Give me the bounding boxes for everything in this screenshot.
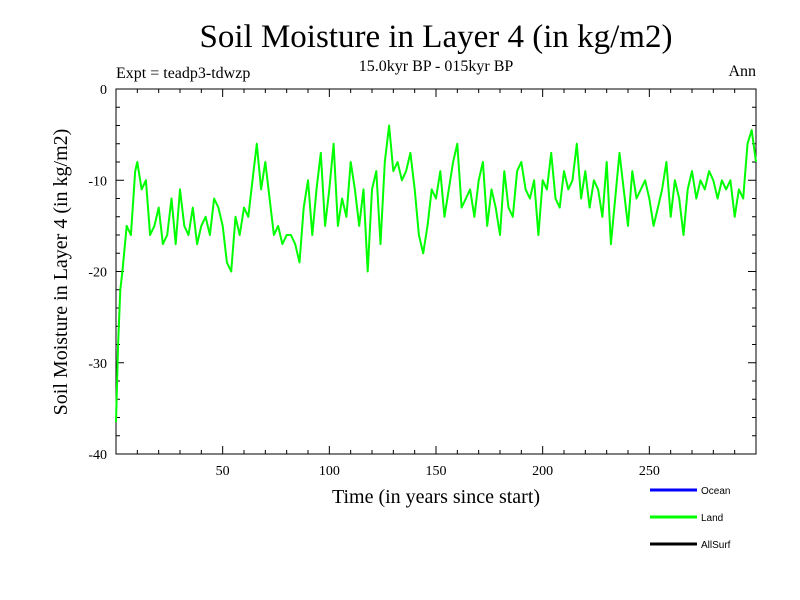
y-tick-label: -30 (88, 357, 107, 372)
x-tick-label: 250 (639, 464, 660, 479)
legend-label-land: Land (701, 513, 723, 524)
chart-title: Soil Moisture in Layer 4 (in kg/m2) (200, 19, 673, 55)
x-axis-label: Time (in years since start) (332, 486, 540, 508)
y-tick-label: 0 (100, 83, 107, 98)
x-tick-label: 200 (532, 464, 553, 479)
y-axis-label: Soil Moisture in Layer 4 (in kg/m2) (50, 129, 72, 416)
y-axis: 0 -10 -20 -30 -40 (88, 83, 756, 463)
y-tick-label: -20 (88, 266, 107, 281)
legend-label-ocean: Ocean (701, 486, 730, 497)
legend-label-allsurf: AllSurf (701, 540, 731, 551)
series-group (115, 124, 757, 423)
y-tick-label: -40 (88, 448, 107, 463)
series-line-land (115, 124, 757, 423)
plot-frame (115, 88, 757, 455)
legend: Ocean Land AllSurf (650, 486, 731, 551)
x-axis: 50 100 150 200 250 (216, 89, 660, 479)
x-tick-label: 100 (319, 464, 340, 479)
y-tick-label: -10 (88, 174, 107, 189)
minor-ticks (116, 89, 756, 454)
chart-subtitle: 15.0kyr BP - 015kyr BP (359, 58, 514, 75)
x-tick-label: 150 (426, 464, 447, 479)
experiment-label: Expt = teadp3-tdwzp (116, 65, 250, 82)
season-label: Ann (728, 63, 756, 80)
x-tick-label: 50 (216, 464, 230, 479)
